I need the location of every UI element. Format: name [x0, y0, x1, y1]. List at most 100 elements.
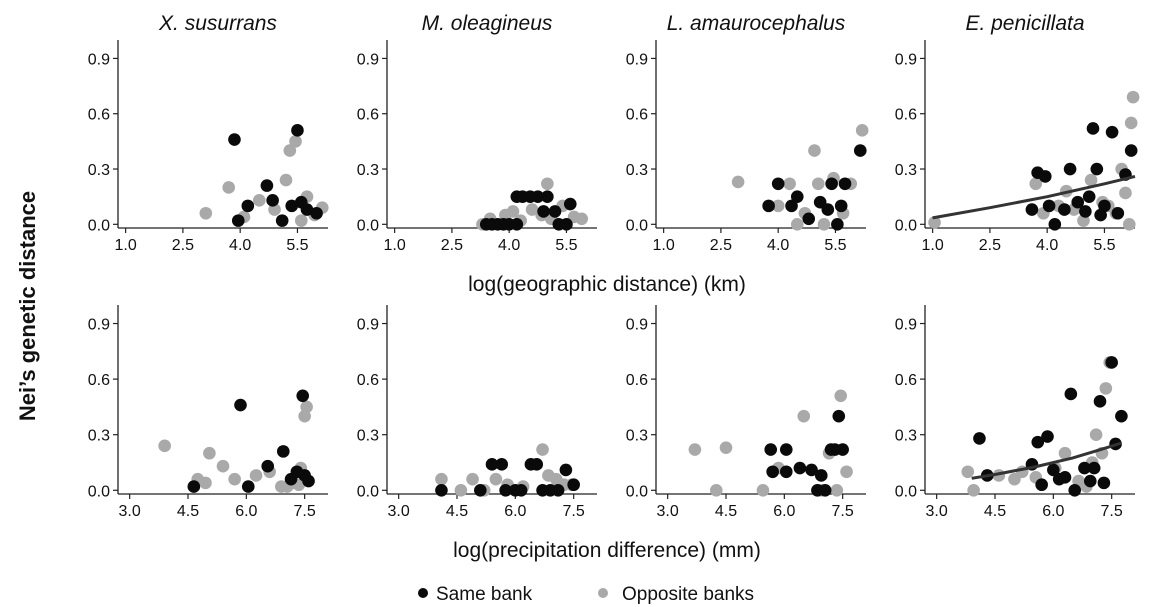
x-tick-label: 7.5 — [294, 503, 316, 520]
point-opposite-banks — [840, 465, 853, 479]
point-opposite-banks — [771, 199, 785, 213]
point-same-bank — [832, 409, 846, 423]
y-axis-label: Nei’s genetic distance — [15, 191, 40, 421]
y-tick-label: 0.3 — [626, 162, 648, 179]
point-same-bank — [551, 483, 565, 497]
point-same-bank — [1063, 162, 1077, 176]
point-opposite-banks — [1058, 446, 1072, 460]
x-tick-label: 4.5 — [446, 503, 468, 520]
point-same-bank — [1105, 356, 1118, 369]
point-same-bank — [228, 133, 241, 146]
point-opposite-banks — [1122, 218, 1136, 231]
point-same-bank — [291, 124, 304, 137]
point-same-bank — [1090, 162, 1104, 176]
point-opposite-banks — [249, 469, 263, 482]
point-opposite-banks — [489, 472, 503, 486]
point-same-bank — [276, 445, 290, 458]
legend-marker-same-bank — [418, 588, 428, 598]
point-opposite-banks — [199, 206, 213, 220]
point-same-bank — [548, 205, 562, 218]
point-opposite-banks — [808, 144, 821, 157]
point-same-bank — [825, 177, 838, 191]
x-tick-label: 6.0 — [504, 503, 526, 520]
point-same-bank — [1086, 122, 1100, 135]
panel-title: E. penicillata — [965, 12, 1084, 35]
point-same-bank — [1087, 461, 1101, 475]
point-same-bank — [785, 199, 798, 213]
point-opposite-banks — [525, 203, 539, 216]
point-same-bank — [779, 443, 793, 456]
point-same-bank — [1079, 205, 1092, 218]
legend: Same bank Opposite banks — [418, 584, 754, 605]
point-same-bank — [766, 465, 779, 479]
x-tick-label: 4.5 — [177, 503, 199, 520]
y-tick-label: 0.9 — [895, 51, 917, 68]
x-tick-label: 1.0 — [653, 237, 675, 254]
y-tick-label: 0.0 — [357, 217, 379, 234]
point-opposite-banks — [158, 439, 171, 453]
y-tick-label: 0.9 — [88, 317, 110, 334]
point-opposite-banks — [300, 400, 313, 414]
point-same-bank — [266, 194, 279, 207]
point-same-bank — [1058, 471, 1072, 484]
y-tick-label: 0.6 — [88, 107, 110, 124]
point-opposite-banks — [466, 472, 479, 486]
x-tick-label: 6.0 — [235, 503, 257, 520]
point-same-bank — [310, 206, 323, 220]
point-same-bank — [1048, 218, 1062, 231]
x-tick-label: 2.5 — [710, 237, 732, 254]
y-tick-label: 0.3 — [895, 162, 917, 179]
point-same-bank — [821, 203, 835, 216]
x-axis-label-precipitation: log(precipitation difference) (mm) — [453, 539, 761, 562]
y-tick-label: 0.0 — [88, 217, 110, 234]
x-tick-label: 3.0 — [119, 503, 141, 520]
point-same-bank — [560, 218, 573, 231]
point-same-bank — [275, 214, 289, 227]
point-opposite-banks — [1119, 186, 1132, 200]
point-same-bank — [1093, 395, 1107, 408]
point-same-bank — [559, 463, 573, 477]
x-tick-label: 4.0 — [498, 237, 520, 254]
point-same-bank — [485, 458, 499, 471]
x-tick-label: 6.0 — [773, 503, 795, 520]
y-tick-label: 0.0 — [88, 483, 110, 500]
point-same-bank — [474, 483, 487, 497]
point-opposite-banks — [203, 446, 216, 460]
point-opposite-banks — [279, 173, 293, 187]
y-tick-label: 0.3 — [357, 162, 379, 179]
y-tick-label: 0.9 — [357, 51, 379, 68]
point-same-bank — [231, 214, 245, 227]
x-tick-label: 2.5 — [979, 237, 1001, 254]
point-same-bank — [834, 199, 848, 213]
point-opposite-banks — [199, 476, 212, 490]
y-tick-label: 0.9 — [626, 51, 648, 68]
point-same-bank — [499, 483, 512, 497]
point-same-bank — [1111, 206, 1125, 220]
x-tick-label: 1.0 — [115, 237, 137, 254]
point-same-bank — [1105, 125, 1119, 139]
point-same-bank — [541, 190, 554, 203]
point-opposite-banks — [222, 181, 236, 194]
point-same-bank — [1082, 190, 1096, 203]
legend-label-same-bank: Same bank — [436, 584, 533, 605]
point-opposite-banks — [790, 218, 804, 231]
x-tick-label: 1.0 — [384, 237, 406, 254]
point-opposite-banks — [435, 472, 448, 486]
point-same-bank — [836, 443, 849, 456]
point-same-bank — [973, 432, 986, 445]
point-same-bank — [764, 443, 778, 456]
point-opposite-banks — [454, 483, 468, 497]
y-tick-label: 0.0 — [895, 217, 917, 234]
y-tick-label: 0.6 — [88, 372, 110, 389]
y-tick-label: 0.6 — [357, 372, 379, 389]
y-tick-label: 0.3 — [357, 428, 379, 445]
x-tick-label: 5.5 — [286, 237, 308, 254]
point-same-bank — [838, 177, 852, 191]
x-tick-label: 7.5 — [563, 503, 585, 520]
point-same-bank — [1115, 409, 1128, 423]
y-tick-label: 0.3 — [895, 428, 917, 445]
point-opposite-banks — [783, 177, 796, 191]
point-opposite-banks — [252, 194, 266, 207]
x-tick-label: 7.5 — [832, 503, 854, 520]
point-same-bank — [1068, 483, 1082, 497]
